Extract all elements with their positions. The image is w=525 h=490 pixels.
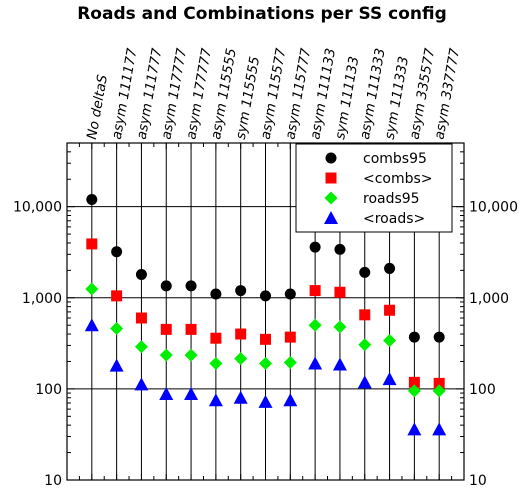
combs-mean-point: [185, 323, 197, 335]
y-tick-label-left: 100: [35, 382, 62, 398]
combs-mean-point: [408, 376, 420, 388]
roads-mean-point: [84, 318, 99, 332]
legend-label: <combs>: [363, 171, 433, 187]
y-tick-label-left: 10,000: [13, 200, 62, 216]
roads-mean-point: [283, 393, 298, 407]
roads95-point: [184, 348, 198, 362]
combs95-point: [433, 331, 445, 343]
combs95-point: [260, 290, 271, 302]
combs95-point: [359, 266, 371, 278]
combs95-point: [284, 288, 296, 300]
legend-label: combs95: [363, 151, 427, 167]
chart-title: Roads and Combinations per SS config: [77, 4, 447, 24]
legend-marker: [324, 191, 338, 205]
roads-mean-point: [258, 394, 273, 408]
roads-mean-point: [109, 358, 124, 372]
y-tick-label-right: 1,000: [469, 291, 509, 307]
data-marks: [84, 193, 447, 436]
roads-mean-point: [184, 386, 199, 400]
combs95-point: [185, 280, 197, 292]
legend-label: roads95: [363, 191, 420, 207]
roads-mean-point: [407, 422, 422, 436]
roads95-point: [85, 282, 99, 296]
plot-frame: [66, 142, 465, 481]
combs95-point: [384, 262, 396, 274]
roads95-point: [333, 320, 347, 334]
combs-mean-point: [359, 309, 371, 321]
combs95-point: [210, 288, 222, 300]
legend-marker: [325, 172, 337, 184]
roads95-point: [407, 384, 421, 398]
combs-mean-point: [384, 304, 396, 316]
roads95-point: [432, 384, 446, 398]
combs-mean-point: [260, 333, 271, 345]
legend-marker: [325, 152, 337, 164]
combs95-point: [408, 331, 420, 343]
combs-mean-point: [334, 286, 346, 298]
y-tick-label-left: 1,000: [22, 291, 62, 307]
combs-mean-point: [111, 290, 123, 302]
combs-mean-point: [433, 377, 445, 389]
combs-mean-point: [210, 332, 222, 344]
legend-box: [295, 143, 453, 233]
combs95-point: [135, 269, 147, 281]
combs95-point: [334, 243, 346, 255]
y-tick-label-right: 10: [469, 473, 487, 489]
roads95-point: [283, 355, 297, 369]
roads95-point: [234, 352, 248, 366]
roads95-point: [308, 318, 322, 332]
roads-mean-point: [233, 390, 248, 404]
roads95-point: [209, 356, 223, 370]
combs-mean-point: [86, 238, 98, 250]
roads-mean-point: [134, 377, 149, 391]
roads95-point: [110, 322, 124, 336]
combs-mean-point: [135, 312, 147, 324]
combs-mean-point: [309, 285, 321, 297]
roads-mean-point: [332, 357, 347, 371]
roads-mean-point: [208, 393, 223, 407]
legend-label: <roads>: [363, 211, 425, 227]
y-tick-label-left: 10: [44, 473, 62, 489]
combs-mean-point: [160, 323, 172, 335]
combs95-point: [160, 280, 172, 292]
y-tick-label-right: 100: [469, 382, 496, 398]
roads-mean-point: [357, 375, 372, 389]
combs95-point: [86, 193, 98, 205]
combs95-point: [309, 241, 321, 253]
roads95-point: [358, 338, 372, 352]
roads-mean-point: [382, 372, 397, 386]
roads-mean-point: [432, 422, 447, 436]
roads-mean-point: [159, 386, 174, 400]
roads95-point: [383, 333, 397, 347]
combs-mean-point: [235, 328, 247, 340]
combs95-point: [111, 246, 123, 258]
combs-mean-point: [284, 331, 296, 343]
combs95-point: [235, 285, 247, 297]
roads95-point: [259, 356, 272, 370]
y-tick-label-right: 10,000: [469, 200, 518, 216]
roads-mean-point: [308, 356, 323, 370]
roads95-point: [134, 340, 148, 354]
legend-marker: [324, 211, 338, 224]
legend: combs95 <combs> roads95 <roads>: [295, 143, 453, 233]
roads95-point: [159, 348, 173, 362]
category-label: No deltaS: [84, 73, 111, 141]
